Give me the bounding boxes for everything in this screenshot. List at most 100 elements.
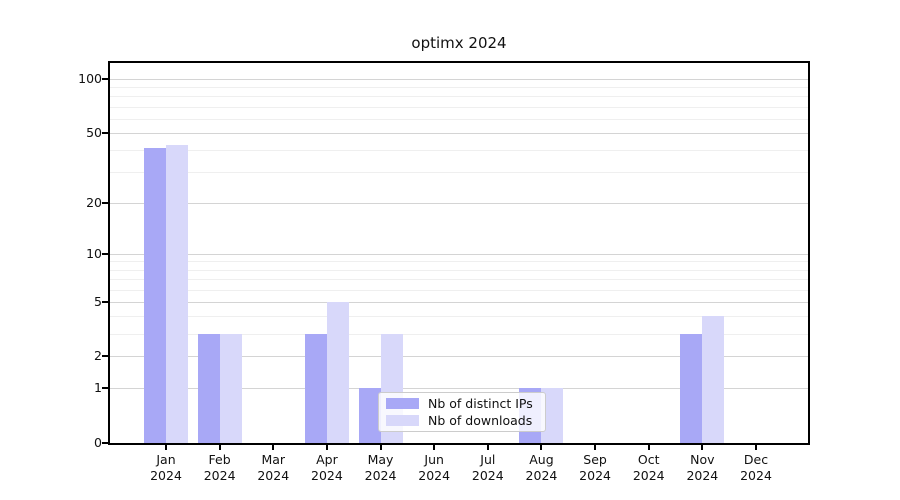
- y-tick-mark: [102, 387, 108, 390]
- legend-swatch: [386, 398, 419, 409]
- x-tick-mark: [701, 445, 704, 450]
- x-tick-year: 2024: [418, 468, 451, 483]
- bar-nb-of-downloads-feb: [219, 333, 242, 443]
- gridline-minor: [110, 269, 808, 271]
- gridline-minor: [110, 106, 808, 108]
- gridline-minor: [110, 87, 808, 89]
- gridline-minor: [110, 316, 808, 318]
- plot-area: [108, 61, 810, 445]
- x-tick-month: Feb: [208, 452, 231, 467]
- x-tick-year: 2024: [579, 468, 611, 483]
- bar-nb-of-downloads-apr: [326, 301, 349, 443]
- x-tick-month: Mar: [261, 452, 286, 467]
- gridline-minor: [110, 261, 808, 263]
- x-tick-month: Jan: [156, 452, 176, 467]
- gridline-major: [110, 132, 808, 134]
- y-tick-mark: [102, 442, 108, 444]
- x-tick-mark: [218, 445, 221, 450]
- gridline-major: [110, 388, 808, 390]
- x-tick-label-jul: Jul 2024: [458, 452, 518, 484]
- gridline-major: [110, 79, 808, 80]
- y-tick-label: 100: [78, 71, 102, 86]
- gridline-minor: [110, 96, 808, 98]
- gridline-major: [110, 356, 808, 358]
- x-tick-mark: [647, 445, 650, 450]
- x-tick-year: 2024: [525, 468, 558, 483]
- y-tick-mark: [102, 355, 108, 358]
- legend-item: Nb of distinct IPs: [386, 396, 538, 411]
- x-tick-label-oct: Oct 2024: [619, 452, 679, 484]
- y-tick-mark: [102, 131, 108, 134]
- gridline-major: [110, 202, 808, 204]
- x-tick-mark: [379, 445, 382, 450]
- chart-title: optimx 2024: [411, 34, 507, 52]
- x-tick-month: Jul: [480, 452, 496, 467]
- gridline-minor: [110, 333, 808, 335]
- x-tick-label-jan: Jan 2024: [136, 452, 196, 484]
- y-tick-label: 1: [94, 380, 102, 396]
- x-tick-month: Nov: [690, 452, 715, 467]
- bar-nb-of-downloads-jan: [166, 144, 188, 443]
- x-tick-year: 2024: [632, 468, 665, 483]
- y-tick-label: 20: [86, 194, 102, 210]
- x-tick-month: Apr: [316, 452, 338, 467]
- legend-label: Nb of distinct IPs: [428, 396, 533, 411]
- x-tick-year: 2024: [257, 468, 290, 483]
- y-tick-label: 10: [86, 245, 102, 261]
- gridline-minor: [110, 118, 808, 120]
- x-tick-label-jun: Jun 2024: [404, 452, 464, 484]
- bar-nb-of-downloads-aug: [541, 388, 564, 443]
- y-tick-mark: [102, 300, 108, 303]
- legend-label: Nb of downloads: [428, 413, 533, 428]
- x-tick-year: 2024: [686, 468, 719, 483]
- x-tick-mark: [325, 445, 328, 450]
- bar-nb-of-distinct-ips-feb: [197, 333, 220, 443]
- bar-nb-of-downloads-nov: [702, 316, 725, 443]
- x-tick-year: 2024: [203, 468, 236, 483]
- x-tick-mark: [486, 445, 489, 450]
- x-tick-label-dec: Dec 2024: [726, 452, 786, 484]
- x-tick-month: Dec: [743, 452, 769, 467]
- x-tick-year: 2024: [311, 468, 343, 483]
- x-tick-mark: [540, 445, 543, 450]
- x-tick-label-may: May 2024: [351, 452, 411, 484]
- legend-item: Nb of downloads: [386, 413, 538, 428]
- y-tick-label: 0: [94, 435, 102, 450]
- gridline-major: [110, 301, 808, 303]
- legend-swatch: [386, 415, 419, 426]
- x-tick-year: 2024: [740, 468, 772, 483]
- x-tick-mark: [594, 445, 597, 450]
- x-tick-label-feb: Feb 2024: [190, 452, 250, 484]
- x-tick-mark: [165, 445, 167, 450]
- x-tick-month: Jun: [424, 452, 444, 467]
- bar-nb-of-distinct-ips-nov: [680, 333, 703, 443]
- bar-nb-of-distinct-ips-may: [358, 388, 381, 443]
- x-tick-month: May: [367, 452, 394, 467]
- y-tick-label: 50: [86, 124, 102, 140]
- gridline-minor: [110, 172, 808, 174]
- x-tick-year: 2024: [471, 468, 504, 483]
- gridline-minor: [110, 278, 808, 280]
- y-tick-mark: [102, 201, 108, 204]
- x-tick-label-aug: Aug 2024: [511, 452, 571, 484]
- x-tick-year: 2024: [364, 468, 397, 483]
- y-tick-mark: [102, 252, 108, 255]
- x-tick-label-nov: Nov 2024: [672, 452, 732, 484]
- x-tick-mark: [433, 445, 436, 450]
- gridline-major: [110, 253, 808, 255]
- legend: Nb of distinct IPs Nb of downloads: [378, 392, 546, 432]
- x-tick-mark: [755, 445, 757, 450]
- x-tick-mark: [272, 445, 275, 450]
- x-tick-label-apr: Apr 2024: [297, 452, 357, 484]
- gridline-minor: [110, 289, 808, 291]
- y-tick-label: 2: [94, 348, 102, 364]
- bar-nb-of-distinct-ips-jan: [144, 148, 166, 443]
- x-tick-year: 2024: [150, 468, 182, 483]
- y-tick-label: 5: [94, 293, 102, 309]
- x-tick-month: Oct: [637, 452, 660, 467]
- x-tick-label-mar: Mar 2024: [243, 452, 303, 484]
- y-tick-mark: [102, 78, 108, 80]
- bar-nb-of-distinct-ips-apr: [304, 333, 327, 443]
- x-tick-month: Aug: [529, 452, 554, 467]
